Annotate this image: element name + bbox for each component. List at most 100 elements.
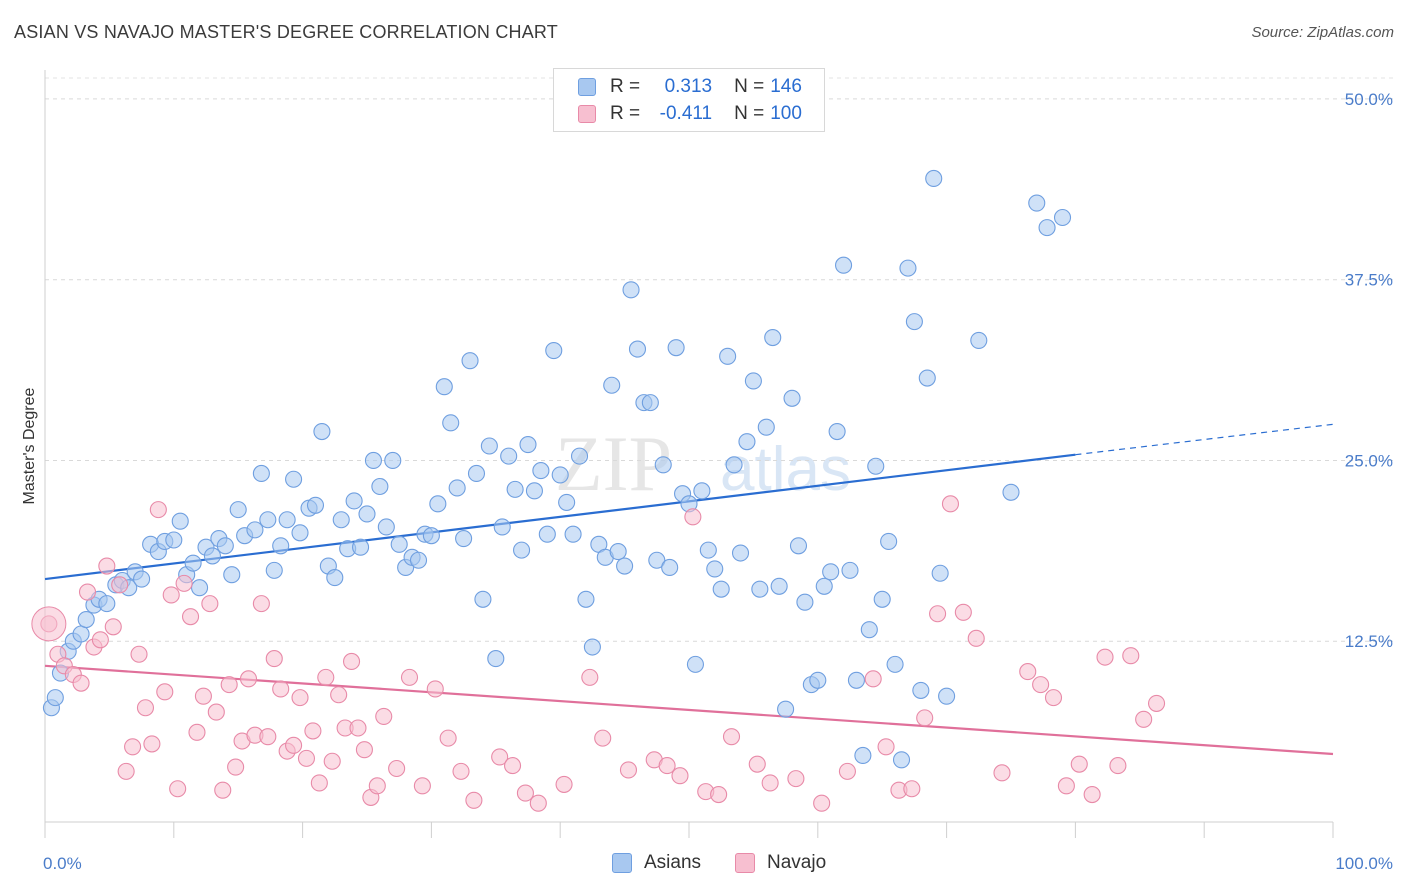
data-point bbox=[368, 777, 386, 795]
legend-swatch-asians bbox=[578, 78, 596, 96]
data-point bbox=[577, 590, 595, 608]
data-point bbox=[304, 722, 322, 740]
data-point bbox=[838, 762, 856, 780]
data-point bbox=[532, 462, 550, 480]
data-point bbox=[558, 493, 576, 511]
data-point bbox=[551, 466, 569, 484]
data-point bbox=[272, 537, 290, 555]
data-point bbox=[227, 758, 245, 776]
legend-label-navajo: Navajo bbox=[767, 852, 827, 873]
data-point bbox=[594, 729, 612, 747]
data-point bbox=[693, 482, 711, 500]
data-point bbox=[491, 748, 509, 766]
legend-r-label: R = bbox=[610, 76, 641, 97]
data-point bbox=[770, 577, 788, 595]
legend-item-asians[interactable]: Asians bbox=[612, 852, 701, 874]
data-point bbox=[931, 564, 949, 582]
data-point bbox=[835, 256, 853, 274]
data-point bbox=[165, 531, 183, 549]
data-point bbox=[46, 689, 64, 707]
data-point bbox=[938, 687, 956, 705]
data-point bbox=[751, 580, 769, 598]
data-point bbox=[622, 281, 640, 299]
data-point bbox=[789, 537, 808, 555]
data-point bbox=[461, 352, 479, 370]
data-point bbox=[809, 671, 827, 689]
data-point bbox=[149, 501, 167, 519]
data-point bbox=[815, 577, 833, 595]
data-point bbox=[188, 723, 206, 741]
data-point bbox=[954, 603, 972, 621]
data-point bbox=[239, 670, 258, 688]
data-point bbox=[654, 456, 672, 474]
data-point bbox=[877, 738, 895, 756]
data-point bbox=[448, 479, 466, 497]
data-point bbox=[1109, 757, 1127, 775]
legend-row-navajo: R = -0.411 N = 100 bbox=[578, 101, 802, 127]
legend-row-asians: R = 0.313 N = 146 bbox=[578, 74, 802, 100]
legend-item-navajo[interactable]: Navajo bbox=[735, 852, 826, 874]
data-point bbox=[265, 561, 283, 579]
data-point bbox=[516, 784, 534, 802]
legend-r-label: R = bbox=[610, 103, 641, 124]
data-point bbox=[757, 418, 775, 436]
data-point bbox=[78, 583, 97, 601]
data-point bbox=[259, 728, 277, 746]
legend-n-label: N = bbox=[734, 76, 765, 97]
series-legend: Asians Navajo bbox=[0, 852, 1406, 878]
data-point bbox=[285, 470, 303, 488]
data-point bbox=[349, 719, 367, 737]
data-point bbox=[98, 557, 116, 575]
data-point bbox=[1019, 663, 1037, 681]
data-point bbox=[519, 436, 537, 454]
data-point bbox=[941, 495, 960, 513]
data-point bbox=[439, 729, 457, 747]
data-point bbox=[661, 558, 679, 577]
data-point bbox=[583, 638, 601, 656]
data-point bbox=[719, 347, 737, 365]
data-point bbox=[384, 451, 402, 470]
data-point bbox=[1038, 219, 1056, 237]
data-point bbox=[77, 610, 95, 629]
data-point bbox=[375, 707, 393, 725]
data-point bbox=[297, 749, 316, 767]
data-point bbox=[259, 511, 277, 529]
data-point bbox=[487, 650, 505, 668]
data-point bbox=[330, 686, 348, 704]
data-point bbox=[628, 340, 647, 358]
data-point bbox=[171, 512, 189, 530]
trend-lines bbox=[44, 423, 1334, 756]
data-point bbox=[111, 576, 129, 594]
data-point bbox=[1044, 689, 1063, 707]
data-point bbox=[570, 447, 589, 465]
data-point bbox=[1147, 694, 1166, 712]
data-point bbox=[252, 464, 270, 483]
data-point bbox=[706, 560, 724, 578]
data-point bbox=[847, 671, 865, 689]
data-point bbox=[291, 689, 309, 707]
data-point bbox=[306, 496, 325, 514]
data-point bbox=[203, 547, 221, 565]
x-tick-label-max: 100.0% bbox=[1335, 854, 1393, 873]
x-tick-label-min: 0.0% bbox=[43, 854, 82, 873]
legend-n-value: 100 bbox=[770, 103, 802, 124]
data-point bbox=[525, 482, 543, 500]
watermark-zip: ZIP bbox=[555, 420, 672, 507]
data-point bbox=[581, 668, 599, 686]
data-point bbox=[506, 480, 524, 498]
data-point bbox=[822, 563, 840, 581]
data-point bbox=[796, 593, 814, 611]
data-point bbox=[1032, 676, 1050, 694]
data-point bbox=[500, 447, 518, 465]
legend-r-value: 0.313 bbox=[664, 76, 713, 97]
data-point bbox=[91, 631, 109, 649]
legend-n-label: N = bbox=[734, 103, 765, 124]
data-point bbox=[229, 501, 247, 519]
data-point-large bbox=[31, 606, 67, 642]
data-point bbox=[156, 683, 174, 701]
data-point bbox=[169, 780, 187, 798]
data-point bbox=[390, 535, 408, 553]
data-point bbox=[426, 680, 444, 698]
data-point bbox=[467, 464, 486, 483]
data-point bbox=[143, 735, 161, 753]
